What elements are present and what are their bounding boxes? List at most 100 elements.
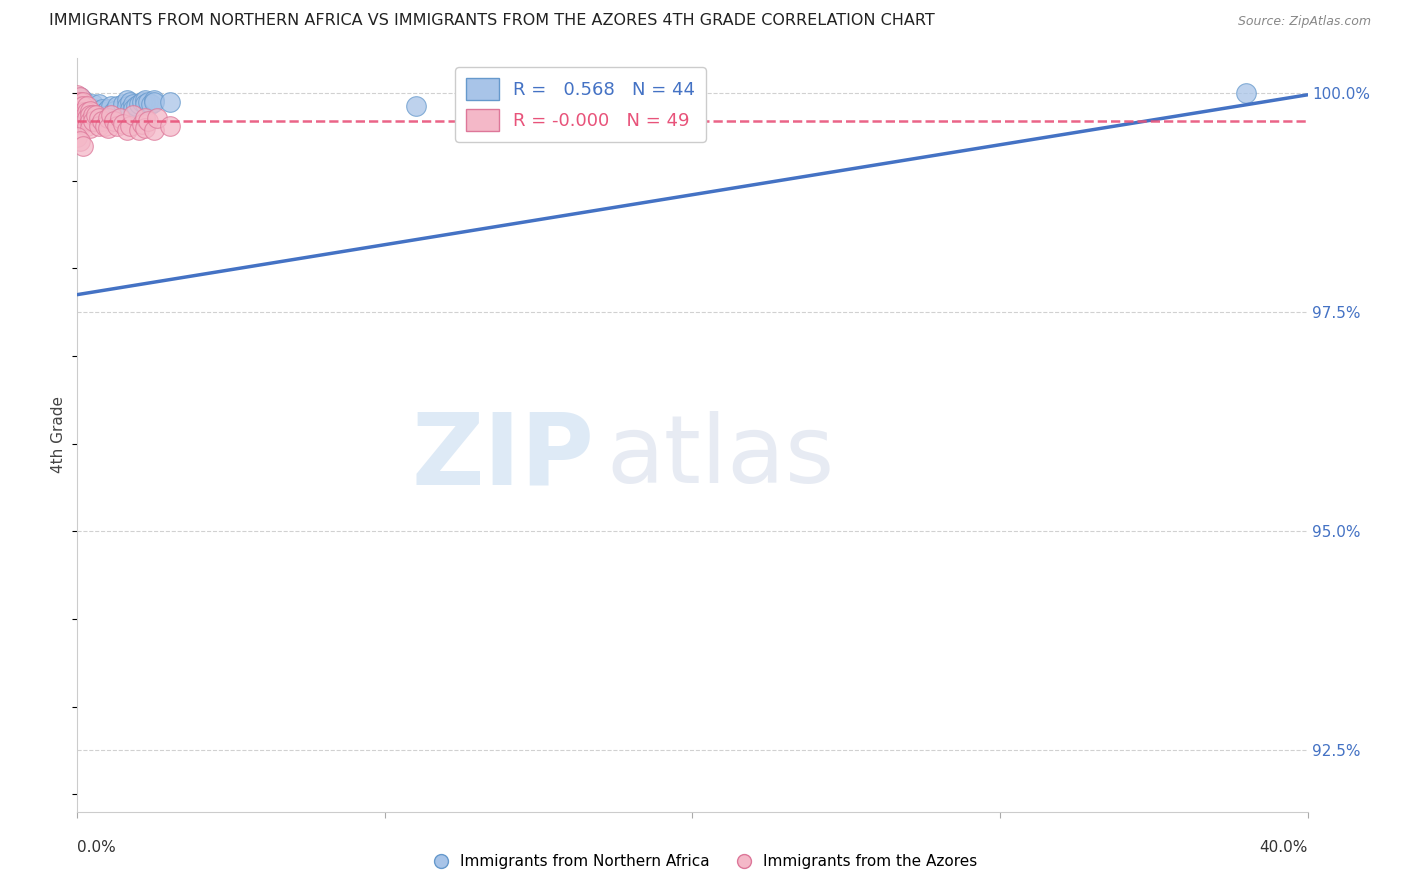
Point <box>105 99 128 113</box>
Point <box>76 120 98 134</box>
Point <box>84 108 107 122</box>
Point <box>128 123 150 137</box>
Point <box>87 103 110 118</box>
Text: 40.0%: 40.0% <box>1260 840 1308 855</box>
Point <box>72 111 94 125</box>
Point <box>72 96 94 111</box>
Point <box>82 102 104 116</box>
Point <box>136 114 159 128</box>
Point <box>79 102 101 116</box>
Legend: Immigrants from Northern Africa, Immigrants from the Azores: Immigrants from Northern Africa, Immigra… <box>423 848 983 875</box>
Point <box>141 96 163 111</box>
Point <box>131 95 153 109</box>
Point <box>87 96 110 111</box>
Point <box>69 95 91 109</box>
Point <box>66 87 89 102</box>
Text: 0.0%: 0.0% <box>77 840 117 855</box>
Point <box>112 117 135 131</box>
Point <box>112 96 135 111</box>
Point <box>79 108 101 122</box>
Point <box>136 95 159 109</box>
Point <box>69 103 91 118</box>
Point <box>131 117 153 131</box>
Point <box>69 134 91 148</box>
Point <box>69 90 91 104</box>
Point <box>72 105 94 120</box>
Point <box>72 93 94 107</box>
Point <box>94 105 117 120</box>
Point <box>69 112 91 127</box>
Point <box>90 102 114 116</box>
Point <box>97 102 120 116</box>
Point <box>118 95 141 109</box>
Point <box>72 138 94 153</box>
Point <box>121 96 143 111</box>
Point <box>84 111 107 125</box>
Point <box>110 111 132 125</box>
Point <box>72 95 94 109</box>
Point <box>79 114 101 128</box>
Legend: R =   0.568   N = 44, R = -0.000   N = 49: R = 0.568 N = 44, R = -0.000 N = 49 <box>456 67 706 142</box>
Point <box>69 108 91 122</box>
Point <box>134 96 156 111</box>
Point <box>72 117 94 131</box>
Point <box>69 90 91 104</box>
Point <box>76 105 98 120</box>
Point <box>72 108 94 122</box>
Text: ZIP: ZIP <box>411 409 595 506</box>
Point <box>128 96 150 111</box>
Point <box>134 93 156 107</box>
Point <box>134 121 156 136</box>
Point <box>87 111 110 125</box>
Point <box>94 120 117 134</box>
Point <box>97 108 120 122</box>
Point <box>82 108 104 122</box>
Point <box>76 105 98 120</box>
Point <box>100 108 122 122</box>
Point <box>69 103 91 118</box>
Point <box>90 114 114 128</box>
Text: IMMIGRANTS FROM NORTHERN AFRICA VS IMMIGRANTS FROM THE AZORES 4TH GRADE CORRELAT: IMMIGRANTS FROM NORTHERN AFRICA VS IMMIG… <box>49 13 935 28</box>
Point <box>143 93 166 107</box>
Point <box>125 99 148 113</box>
Point <box>103 103 125 118</box>
Point <box>121 108 143 122</box>
Point <box>84 105 107 120</box>
Point <box>100 99 122 113</box>
Point <box>103 114 125 128</box>
Point <box>87 120 110 134</box>
Point <box>79 103 101 118</box>
Point <box>82 114 104 128</box>
Point <box>118 120 141 134</box>
Point <box>76 99 98 113</box>
Point <box>76 99 98 113</box>
Point <box>69 99 91 113</box>
Point <box>146 111 169 125</box>
Point <box>405 99 427 113</box>
Point <box>72 99 94 113</box>
Point <box>76 111 98 125</box>
Point <box>121 102 143 116</box>
Point <box>159 120 181 134</box>
Point <box>1234 86 1257 100</box>
Y-axis label: 4th Grade: 4th Grade <box>51 396 66 474</box>
Point <box>105 120 128 134</box>
Point <box>82 96 104 111</box>
Point <box>79 108 101 122</box>
Point <box>69 99 91 113</box>
Point <box>115 93 138 107</box>
Point <box>143 123 166 137</box>
Point <box>134 111 156 125</box>
Point <box>115 99 138 113</box>
Point <box>118 102 141 116</box>
Point <box>115 123 138 137</box>
Point <box>66 129 89 144</box>
Point <box>79 121 101 136</box>
Text: atlas: atlas <box>606 411 835 503</box>
Point <box>143 95 166 109</box>
Point <box>97 121 120 136</box>
Point <box>69 95 91 109</box>
Point <box>69 117 91 131</box>
Point <box>159 95 181 109</box>
Point <box>97 111 120 125</box>
